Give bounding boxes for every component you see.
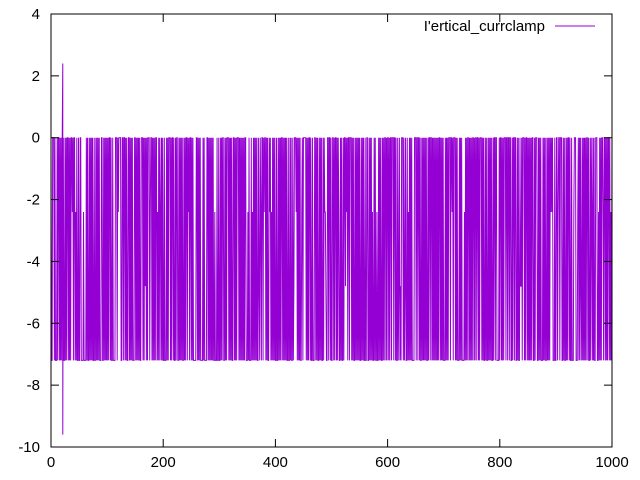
y-tick-label: 4 [32,6,40,23]
y-tick-label: 0 [32,130,40,147]
x-tick-label: 1000 [595,454,628,471]
y-tick-label: -4 [27,253,40,270]
x-tick-label: 200 [151,454,176,471]
y-tick-label: 2 [32,68,40,85]
y-tick-label: -2 [27,192,40,209]
x-tick-label: 800 [487,454,512,471]
legend-label: I'ertical_currclamp [424,18,545,35]
ticks-group: 4 2 0 -2 -4 -6 -8 -10 0 200 400 600 800 1000 [18,6,628,471]
x-tick-label: 0 [47,454,55,471]
series-group [50,63,613,435]
y-tick-label: -8 [27,377,40,394]
plot-frame [50,13,613,448]
y-tick-label: -10 [18,439,40,456]
x-tick-label: 400 [263,454,288,471]
series-line [50,63,613,435]
legend: I'ertical_currclamp [424,18,595,35]
x-tick-label: 600 [375,454,400,471]
y-tick-label: -6 [27,315,40,332]
